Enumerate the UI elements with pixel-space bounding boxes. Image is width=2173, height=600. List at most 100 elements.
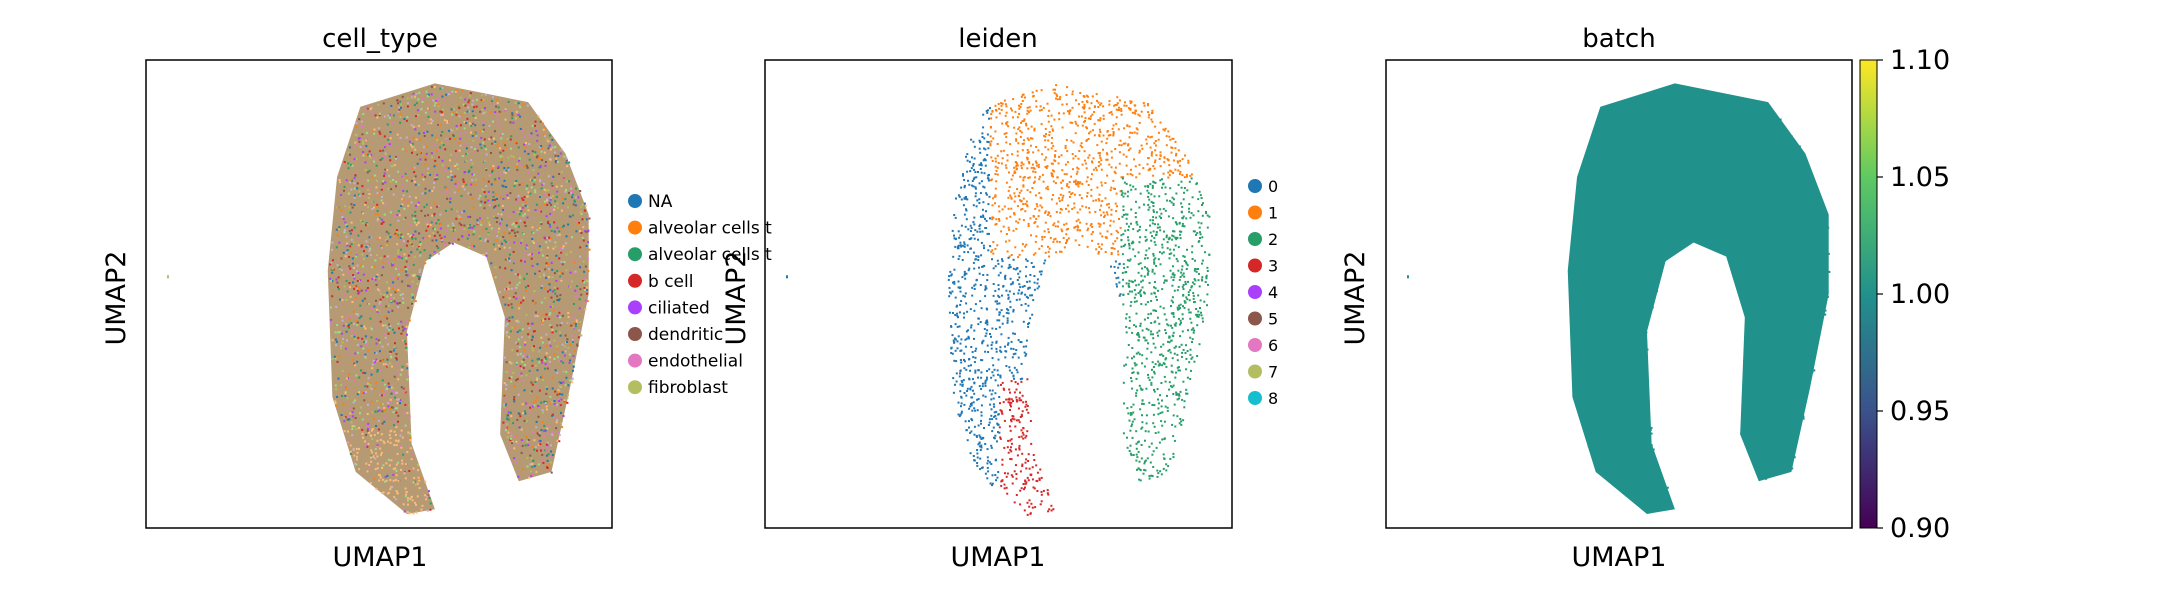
scatter-point [986,456,989,459]
scatter-point [334,338,337,341]
scatter-point [572,214,574,217]
scatter-point [560,276,563,279]
scatter-point [1003,483,1006,486]
scatter-point [1017,256,1020,259]
scatter-point [352,358,354,361]
scatter-point [1040,89,1043,92]
scatter-point [561,343,564,346]
scatter-point [414,300,417,303]
scatter-point [463,127,466,130]
scatter-point [1105,211,1108,214]
scatter-point [978,225,981,227]
scatter-point [1156,316,1159,319]
scatter-point [1138,478,1141,481]
scatter-point [490,111,493,114]
scatter-point [410,234,413,237]
scatter-point [364,201,367,204]
scatter-point [1173,254,1176,257]
scatter-point [423,206,426,209]
scatter-point [578,298,581,301]
scatter-point [1159,394,1161,397]
scatter-point [530,474,533,477]
scatter-point [449,137,452,140]
scatter-point [1115,277,1118,280]
scatter-point [1166,247,1169,250]
scatter-point [957,194,960,197]
scatter-point [986,273,989,276]
scatter-point [431,214,434,217]
scatter-point [1045,187,1048,190]
scatter-point [1100,140,1103,143]
scatter-point [1162,275,1165,278]
scatter-point [1155,233,1158,236]
scatter-point [1194,279,1197,282]
scatter-point [364,385,367,388]
scatter-point [471,197,474,200]
scatter-point [392,406,395,409]
scatter-point [534,311,537,314]
scatter-point [1172,331,1175,334]
scatter-point [521,328,524,331]
scatter-point [446,197,449,200]
scatter-point [1090,194,1093,197]
scatter-point [524,286,527,289]
scatter-point [971,286,974,289]
scatter-point [439,227,442,230]
scatter-point [1135,392,1138,395]
scatter-point [977,323,980,326]
scatter-point [337,286,339,289]
scatter-point [377,127,380,130]
scatter-point [980,422,982,425]
scatter-point [984,379,987,382]
scatter-point [384,409,387,412]
scatter-point [418,487,421,490]
scatter-point [475,98,478,101]
scatter-point [958,255,961,258]
scatter-point [1172,313,1175,316]
scatter-point [1187,291,1190,294]
scatter-point [1166,241,1169,244]
scatter-point [350,188,353,191]
scatter-point [1100,181,1103,184]
scatter-point [979,140,982,143]
scatter-point [520,210,523,213]
scatter-point [505,224,508,227]
scatter-point [956,312,958,315]
scatter-point [1198,190,1201,193]
scatter-point [560,251,563,254]
scatter-point [523,252,526,255]
scatter-point [572,341,574,343]
scatter-point [999,409,1002,412]
scatter-point [1157,131,1160,134]
scatter-point [368,463,371,466]
scatter-point [533,242,535,244]
scatter-point [996,244,999,247]
scatter-point [1122,153,1125,156]
scatter-point [388,434,391,437]
scatter-point [567,321,570,324]
scatter-point [1192,297,1195,300]
scatter-point [1007,226,1010,229]
scatter-point [1084,162,1087,165]
scatter-point [533,176,536,179]
scatter-point [1024,479,1027,482]
scatter-point [1027,411,1030,414]
scatter-point [556,393,559,396]
scatter-point [371,112,374,115]
scatter-point [384,336,387,339]
scatter-point [511,326,514,329]
scatter-point [990,140,993,143]
scatter-point [1045,133,1047,136]
scatter-point [1127,143,1130,146]
scatter-point [411,302,413,305]
scatter-point [529,192,532,195]
scatter-point [559,316,562,319]
scatter-point [1073,202,1076,205]
scatter-point [1112,179,1115,182]
scatter-point [401,198,404,201]
scatter-point [338,266,341,269]
scatter-point [399,293,402,296]
scatter-point [439,223,442,226]
scatter-point [1028,467,1031,470]
scatter-point [980,414,983,417]
